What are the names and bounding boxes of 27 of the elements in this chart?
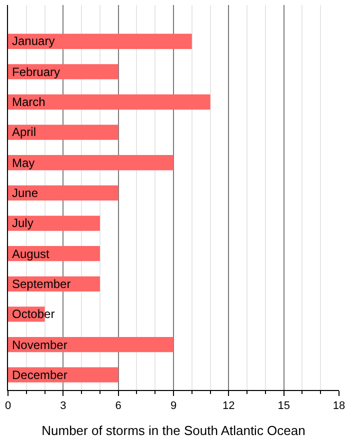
y-tick-label: January — [12, 34, 55, 48]
y-tick-label: December — [12, 368, 68, 382]
x-tick-label: 12 — [222, 400, 235, 412]
bar — [8, 216, 100, 231]
y-tick-label: June — [12, 186, 38, 200]
x-tick-label: 3 — [60, 400, 66, 412]
y-tick-label: September — [12, 277, 71, 291]
x-tick-label: 9 — [170, 400, 177, 412]
bar — [8, 34, 192, 49]
x-tick-label: 15 — [278, 400, 290, 412]
bar — [8, 185, 118, 201]
y-tick-label: May — [12, 156, 35, 170]
x-tick-label: 6 — [115, 400, 122, 412]
bar — [8, 64, 118, 80]
y-tick-label: April — [12, 125, 36, 139]
x-tick-label: 0 — [4, 400, 12, 412]
bar — [8, 124, 118, 140]
x-axis-title: Number of storms in the South Atlantic Ocean — [42, 422, 306, 438]
y-tick-label: March — [12, 95, 46, 109]
y-tick-label: February — [12, 65, 60, 79]
bar — [8, 336, 174, 352]
y-tick-label: November — [12, 338, 68, 352]
bar — [8, 155, 174, 170]
bar — [8, 94, 210, 110]
y-tick-label: July — [12, 216, 34, 230]
x-tick-label: 18 — [332, 400, 346, 412]
y-tick-label: August — [12, 247, 50, 261]
